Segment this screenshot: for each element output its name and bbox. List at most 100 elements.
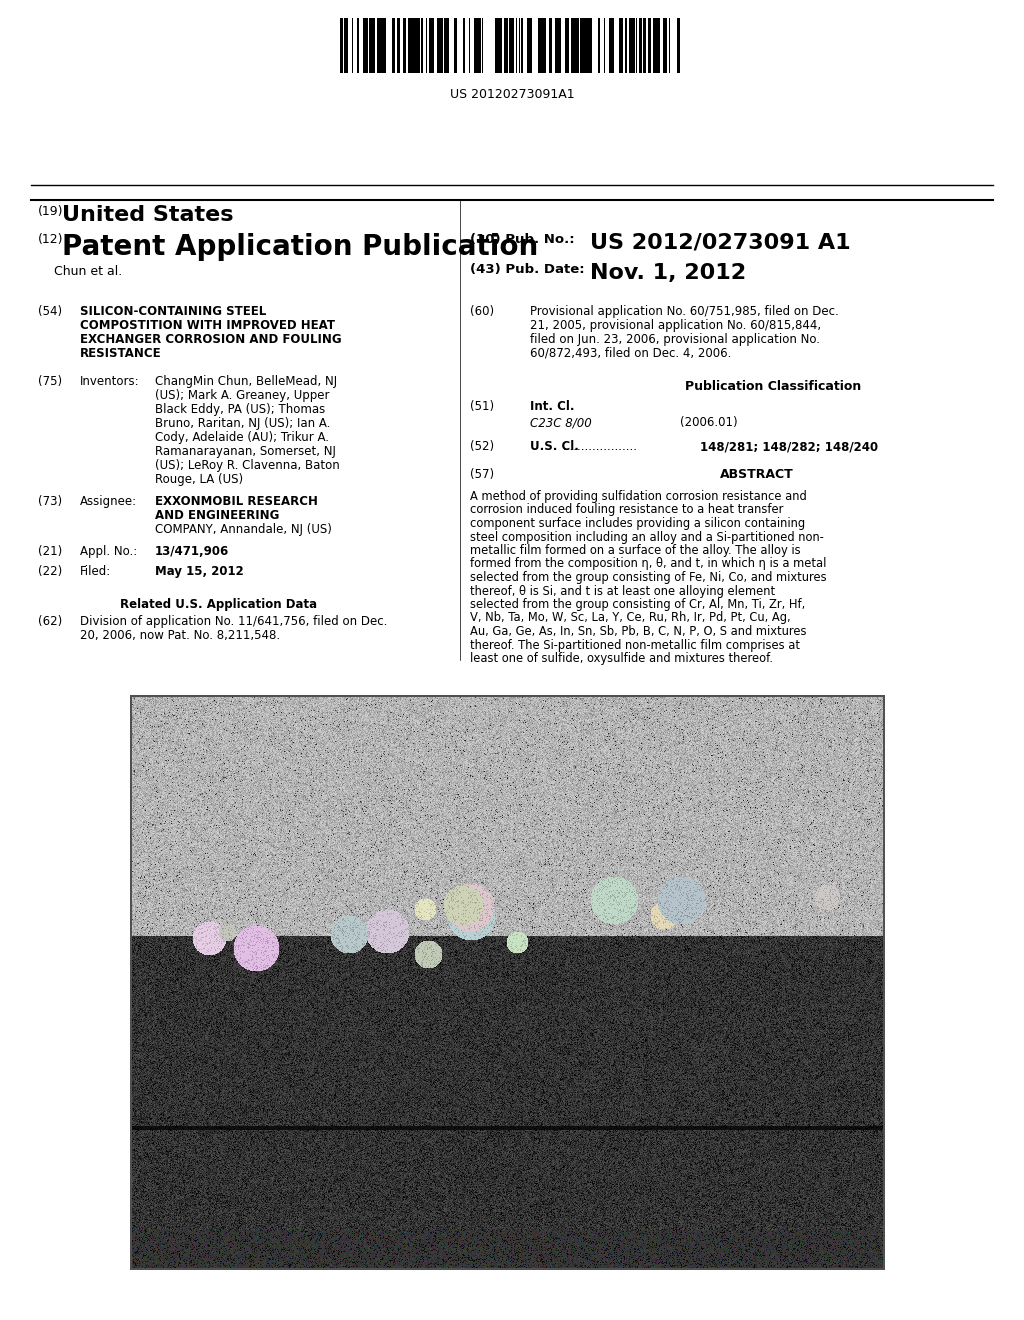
Bar	[389, 18, 392, 73]
Text: (52): (52)	[470, 440, 495, 453]
Text: Appl. No.:: Appl. No.:	[80, 545, 137, 558]
Bar	[633, 18, 635, 73]
Text: Inventors:: Inventors:	[80, 375, 139, 388]
Text: Chun et al.: Chun et al.	[38, 265, 122, 279]
Text: V, Nb, Ta, Mo, W, Sc, La, Y, Ce, Ru, Rh, Ir, Pd, Pt, Cu, Ag,: V, Nb, Ta, Mo, W, Sc, La, Y, Ce, Ru, Rh,…	[470, 611, 791, 624]
Bar	[470, 18, 474, 73]
Bar	[569, 18, 571, 73]
Bar	[588, 18, 590, 73]
Bar	[440, 18, 443, 73]
Bar	[649, 18, 651, 73]
Bar	[562, 18, 565, 73]
Text: thereof. The Si-partitioned non-metallic film comprises at: thereof. The Si-partitioned non-metallic…	[470, 639, 800, 652]
Text: 13/471,906: 13/471,906	[155, 545, 229, 558]
Bar	[485, 18, 487, 73]
Bar	[517, 18, 519, 73]
Bar	[547, 18, 549, 73]
Text: filed on Jun. 23, 2006, provisional application No.: filed on Jun. 23, 2006, provisional appl…	[530, 333, 820, 346]
Text: 21, 2005, provisional application No. 60/815,844,: 21, 2005, provisional application No. 60…	[530, 319, 821, 333]
Text: (73): (73)	[38, 495, 62, 508]
Bar	[414, 18, 416, 73]
Text: (57): (57)	[470, 469, 495, 480]
Bar	[541, 18, 543, 73]
Bar	[489, 18, 490, 73]
Text: Assignee:: Assignee:	[80, 495, 137, 508]
Bar	[483, 18, 485, 73]
Bar	[509, 18, 511, 73]
Bar	[359, 18, 361, 73]
Bar	[557, 18, 561, 73]
Bar	[610, 18, 612, 73]
Text: U.S. Cl.: U.S. Cl.	[530, 440, 579, 453]
Bar	[345, 18, 347, 73]
Bar	[596, 18, 598, 73]
Bar	[505, 18, 508, 73]
Bar	[354, 18, 356, 73]
Text: Nov. 1, 2012: Nov. 1, 2012	[590, 263, 746, 282]
Text: Provisional application No. 60/751,985, filed on Dec.: Provisional application No. 60/751,985, …	[530, 305, 839, 318]
Bar	[620, 18, 623, 73]
Bar	[590, 18, 592, 73]
Bar	[451, 18, 454, 73]
Text: selected from the group consisting of Cr, Al, Mn, Ti, Zr, Hf,: selected from the group consisting of Cr…	[470, 598, 805, 611]
Text: Signal A = CSS3: Signal A = CSS3	[570, 1245, 644, 1254]
Bar	[678, 18, 680, 73]
Bar	[574, 18, 577, 73]
Bar	[577, 18, 579, 73]
Bar	[361, 18, 362, 73]
Bar	[341, 18, 343, 73]
Bar	[375, 18, 377, 73]
Text: Black Eddy, PA (US); Thomas: Black Eddy, PA (US); Thomas	[155, 403, 326, 416]
Bar	[586, 18, 588, 73]
Text: ....................: ....................	[563, 440, 638, 453]
Text: (US); LeRoy R. Clavenna, Baton: (US); LeRoy R. Clavenna, Baton	[155, 459, 340, 473]
Bar	[466, 18, 469, 73]
Text: United States: United States	[62, 205, 233, 224]
Text: (60): (60)	[470, 305, 495, 318]
Text: Au, Ga, Ge, As, In, Sn, Sb, Pb, B, C, N, P, O, S and mixtures: Au, Ga, Ge, As, In, Sn, Sb, Pb, B, C, N,…	[470, 624, 807, 638]
Bar	[511, 18, 514, 73]
Bar	[534, 18, 538, 73]
Text: EXXONMOBIL RESEARCH: EXXONMOBIL RESEARCH	[155, 495, 317, 508]
Text: Rouge, LA (US): Rouge, LA (US)	[155, 473, 243, 486]
Text: steel composition including an alloy and a Si-partitioned non-: steel composition including an alloy and…	[470, 531, 824, 544]
Bar	[454, 18, 456, 73]
Text: (12): (12)	[38, 234, 63, 246]
Bar	[400, 18, 402, 73]
Bar	[663, 18, 667, 73]
Text: Cody, Adelaide (AU); Trikur A.: Cody, Adelaide (AU); Trikur A.	[155, 432, 329, 444]
Bar	[566, 18, 569, 73]
Bar	[655, 18, 658, 73]
Bar	[660, 18, 663, 73]
Bar	[571, 18, 573, 73]
Text: (62): (62)	[38, 615, 62, 628]
Bar	[418, 18, 420, 73]
Text: US 2012/0273091 A1: US 2012/0273091 A1	[590, 234, 851, 253]
Bar	[490, 18, 494, 73]
Bar	[614, 18, 616, 73]
Text: component surface includes providing a silicon containing: component surface includes providing a s…	[470, 517, 805, 531]
Bar	[674, 18, 677, 73]
Bar	[499, 18, 502, 73]
Bar	[523, 18, 525, 73]
Bar	[580, 18, 583, 73]
Text: (10) Pub. No.:: (10) Pub. No.:	[470, 234, 574, 246]
Text: Ramanarayanan, Somerset, NJ: Ramanarayanan, Somerset, NJ	[155, 445, 336, 458]
Bar	[612, 18, 614, 73]
Bar	[403, 18, 406, 73]
Bar	[502, 18, 504, 73]
Bar	[381, 18, 384, 73]
Text: COMPOSTITION WITH IMPROVED HEAT: COMPOSTITION WITH IMPROVED HEAT	[80, 319, 335, 333]
Bar	[487, 18, 489, 73]
Bar	[429, 18, 432, 73]
Bar	[543, 18, 545, 73]
Text: ChangMin Chun, BelleMead, NJ: ChangMin Chun, BelleMead, NJ	[155, 375, 337, 388]
Text: (51): (51)	[470, 400, 495, 413]
Text: RESISTANCE: RESISTANCE	[80, 347, 162, 360]
Text: Related U.S. Application Data: Related U.S. Application Data	[120, 598, 317, 611]
Text: (75): (75)	[38, 375, 62, 388]
Text: 20, 2006, now Pat. No. 8,211,548.: 20, 2006, now Pat. No. 8,211,548.	[80, 630, 281, 642]
Bar	[478, 18, 480, 73]
Bar	[583, 18, 586, 73]
Text: US 20120273091A1: US 20120273091A1	[450, 88, 574, 102]
